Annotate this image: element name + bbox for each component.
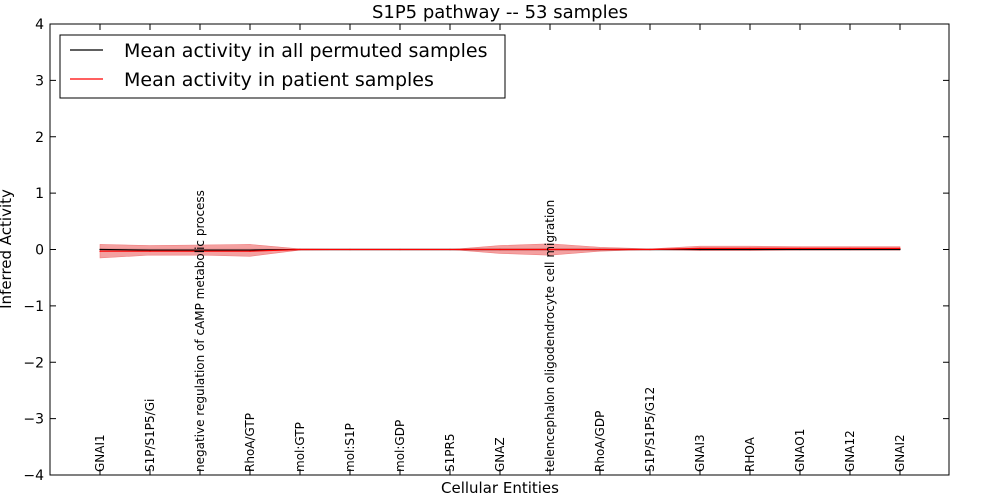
- data-point-patient: [299, 248, 301, 251]
- data-point-permuted: [99, 248, 101, 251]
- data-point-patient: [749, 247, 751, 249]
- lines-layer: [99, 247, 901, 252]
- data-point-patient: [649, 248, 651, 251]
- data-point-patient: [499, 248, 501, 251]
- x-tick-label: mol:S1P: [343, 423, 357, 472]
- data-point-permuted: [899, 248, 901, 251]
- y-tick-label: 2: [35, 130, 44, 146]
- legend-label-permuted: Mean activity in all permuted samples: [124, 40, 487, 62]
- data-point-patient: [549, 248, 551, 251]
- data-point-patient: [199, 250, 201, 252]
- legend-label-patient: Mean activity in patient samples: [124, 69, 434, 91]
- data-point-patient: [249, 250, 251, 252]
- data-point-permuted: [699, 248, 701, 251]
- y-tick-label: −4: [23, 468, 44, 484]
- data-point-permuted: [849, 248, 851, 251]
- data-point-permuted: [249, 249, 251, 251]
- data-point-patient: [149, 250, 151, 252]
- data-point-patient: [899, 247, 901, 249]
- data-point-permuted: [799, 248, 801, 251]
- data-point-patient: [399, 248, 401, 251]
- x-tick-label: S1P/S1P5/G12: [643, 387, 657, 472]
- x-tick-label: S1PR5: [443, 434, 457, 472]
- x-tick-label: RhoA/GDP: [593, 411, 607, 472]
- y-axis-title: Inferred Activity: [0, 189, 15, 309]
- y-tick-label: −1: [23, 299, 44, 315]
- x-tick-label: GNA12: [843, 430, 857, 472]
- x-tick-label: GNAI1: [93, 434, 107, 472]
- x-tick-label: GNAO1: [793, 429, 807, 472]
- y-tick-label: 4: [35, 17, 44, 33]
- x-tick-label: RhoA/GTP: [243, 413, 257, 472]
- y-tick-label: 0: [35, 243, 44, 259]
- data-point-patient: [449, 248, 451, 251]
- legend-box: [59, 34, 506, 99]
- x-tick-label: GNAZ: [493, 437, 507, 472]
- x-tick-label: negative regulation of cAMP metabolic pr…: [193, 190, 207, 472]
- x-tick-label: mol:GTP: [293, 422, 307, 472]
- x-tick-label: GNAI2: [893, 434, 907, 472]
- chart-title: S1P5 pathway -- 53 samples: [372, 2, 628, 23]
- x-tick-label: mol:GDP: [393, 420, 407, 472]
- y-tick-label: 3: [35, 73, 44, 89]
- data-point-patient: [599, 248, 601, 251]
- y-tick-label: −2: [23, 355, 44, 371]
- x-tick-label: S1P/S1P5/Gi: [143, 399, 157, 472]
- x-tick-label: GNAI3: [693, 434, 707, 472]
- y-tick-label: 1: [35, 186, 44, 202]
- data-point-patient: [349, 248, 351, 251]
- data-point-patient: [99, 250, 101, 252]
- y-tick-label: −3: [23, 412, 44, 428]
- data-point-permuted: [749, 248, 751, 251]
- data-point-patient: [799, 247, 801, 249]
- y-axis: −4 −3 −2 −1 0 1 2 3 4: [23, 17, 949, 484]
- x-tick-label: telencephalon oligodendrocyte cell migra…: [543, 200, 557, 472]
- data-point-patient: [849, 247, 851, 249]
- x-axis: GNAI1 S1P/S1P5/Gi negative regulation of c…: [93, 24, 907, 475]
- x-tick-label: RHOA: [743, 436, 757, 472]
- legend: Mean activity in all permuted samples Me…: [59, 34, 506, 99]
- data-point-permuted: [149, 249, 151, 251]
- data-point-patient: [699, 247, 701, 249]
- x-axis-title: Cellular Entities: [441, 479, 559, 497]
- data-point-permuted: [199, 249, 201, 251]
